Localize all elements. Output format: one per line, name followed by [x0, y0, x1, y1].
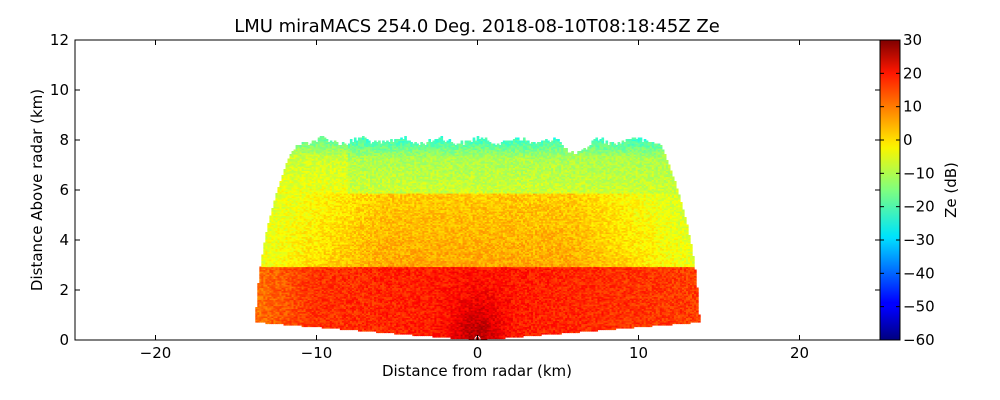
y-tick-label: 12	[50, 31, 69, 49]
colorbar-tick-label: −30	[903, 231, 935, 249]
x-axis-label: Distance from radar (km)	[382, 362, 572, 380]
colorbar: −60 −50 −40 −30 −20 −10 0 10 20 30	[880, 31, 935, 349]
chart-title: LMU miraMACS 254.0 Deg. 2018-08-10T08:18…	[234, 16, 720, 37]
y-tick-label: 6	[59, 181, 69, 199]
y-tick-label: 10	[50, 81, 69, 99]
colorbar-gradient	[880, 40, 900, 340]
y-axis-label: Distance Above radar (km)	[28, 89, 46, 291]
colorbar-tick-label: −40	[903, 264, 935, 282]
x-tick-label: −10	[301, 344, 333, 362]
colorbar-tick-label: −20	[903, 198, 935, 216]
plot-area	[255, 136, 700, 342]
y-tick-label: 0	[59, 331, 69, 349]
x-tick-label: −20	[140, 344, 172, 362]
colorbar-tick-label: −50	[903, 298, 935, 316]
colorbar-tick-label: 0	[903, 131, 913, 149]
colorbar-tick-label: 30	[903, 31, 922, 49]
y-tick-label: 2	[59, 281, 69, 299]
colorbar-label: Ze (dB)	[942, 162, 960, 218]
x-tick-label: 0	[473, 344, 483, 362]
colorbar-tick-label: 10	[903, 98, 922, 116]
colorbar-tick-label: 20	[903, 64, 922, 82]
x-tick-label: 10	[629, 344, 648, 362]
x-tick-label: 20	[790, 344, 809, 362]
y-tick-label: 4	[59, 231, 69, 249]
reflectivity-field	[255, 136, 700, 341]
colorbar-tick-label: −60	[903, 331, 935, 349]
colorbar-tick-label: −10	[903, 164, 935, 182]
y-tick-label: 8	[59, 131, 69, 149]
